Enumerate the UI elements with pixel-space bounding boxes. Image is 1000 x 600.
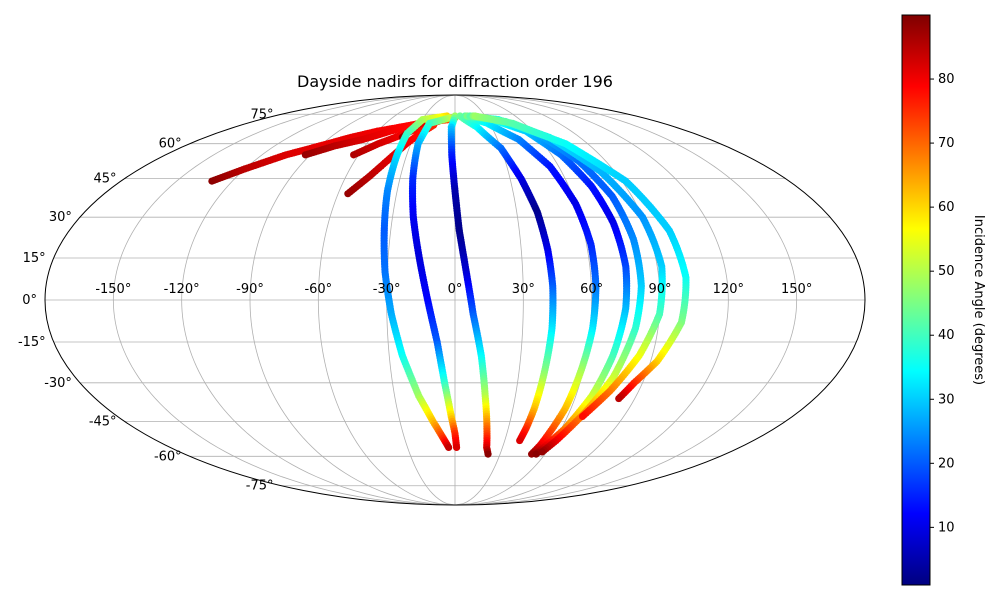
lat-tick-label: -60°	[154, 449, 182, 464]
lat-tick-label: 75°	[250, 107, 273, 122]
lat-tick-label: -15°	[18, 335, 46, 350]
meridian-line	[317, 95, 456, 505]
colorbar	[901, 14, 931, 586]
lon-tick-label: -90°	[236, 282, 264, 297]
colorbar-tick-label: 60	[938, 200, 955, 215]
lat-tick-label: 30°	[49, 210, 72, 225]
colorbar-tick-label: 20	[938, 456, 955, 471]
lat-tick-label: 45°	[94, 172, 117, 187]
scatter-point	[516, 436, 524, 445]
chart-title: Dayside nadirs for diffraction order 196	[297, 72, 613, 91]
scatter-point	[538, 448, 546, 456]
colorbar-tick-label: 40	[938, 328, 955, 343]
lat-tick-label: 60°	[159, 137, 182, 152]
lon-tick-label: 150°	[781, 282, 812, 297]
lat-tick-label: -75°	[246, 479, 274, 494]
colorbar-tick-label: 50	[938, 264, 955, 279]
lat-tick-label: -45°	[89, 414, 117, 429]
lon-tick-label: 120°	[713, 282, 744, 297]
lat-tick-label: 15°	[23, 251, 46, 266]
colorbar-tick-label: 70	[938, 136, 955, 151]
colorbar-label: Incidence Angle (degrees)	[971, 215, 986, 385]
scatter-point	[452, 443, 461, 452]
latitude-tick-labels: 75° 60° 45° 30° 15° 0° -15° -30° -45° -60° -75°	[18, 107, 274, 493]
scatter-points	[208, 112, 690, 458]
colorbar-tick-label: 10	[938, 520, 955, 535]
map-boundary	[44, 94, 866, 506]
meridian-line	[112, 95, 456, 505]
lon-tick-label: -60°	[304, 282, 332, 297]
meridian-line	[454, 95, 798, 505]
lat-tick-label: -30°	[44, 376, 72, 391]
colorbar-tick-label: 30	[938, 392, 955, 407]
lon-tick-label: 30°	[512, 282, 535, 297]
lon-tick-label: 60°	[580, 282, 603, 297]
colorbar-ticks: 10 20 30 40 50 60 70 80	[930, 72, 955, 535]
scatter-point	[484, 450, 492, 458]
lon-tick-label: -150°	[95, 282, 131, 297]
scatter-point	[445, 443, 453, 452]
longitude-tick-labels: -150° -120° -90° -60° -30° 0° 30° 60° 90° 120° 150…	[95, 282, 812, 297]
colorbar-tick-label: 80	[938, 72, 955, 87]
scatter-point	[532, 450, 540, 458]
lon-tick-label: 0°	[448, 282, 463, 297]
meridian-line	[181, 95, 456, 505]
lon-tick-label: -120°	[164, 282, 200, 297]
scatter-point	[615, 394, 623, 403]
lat-tick-label: 0°	[22, 293, 37, 308]
lon-tick-label: 90°	[648, 282, 671, 297]
lon-tick-label: -30°	[373, 282, 401, 297]
scatter-point	[578, 412, 587, 421]
meridian-line	[454, 95, 729, 505]
